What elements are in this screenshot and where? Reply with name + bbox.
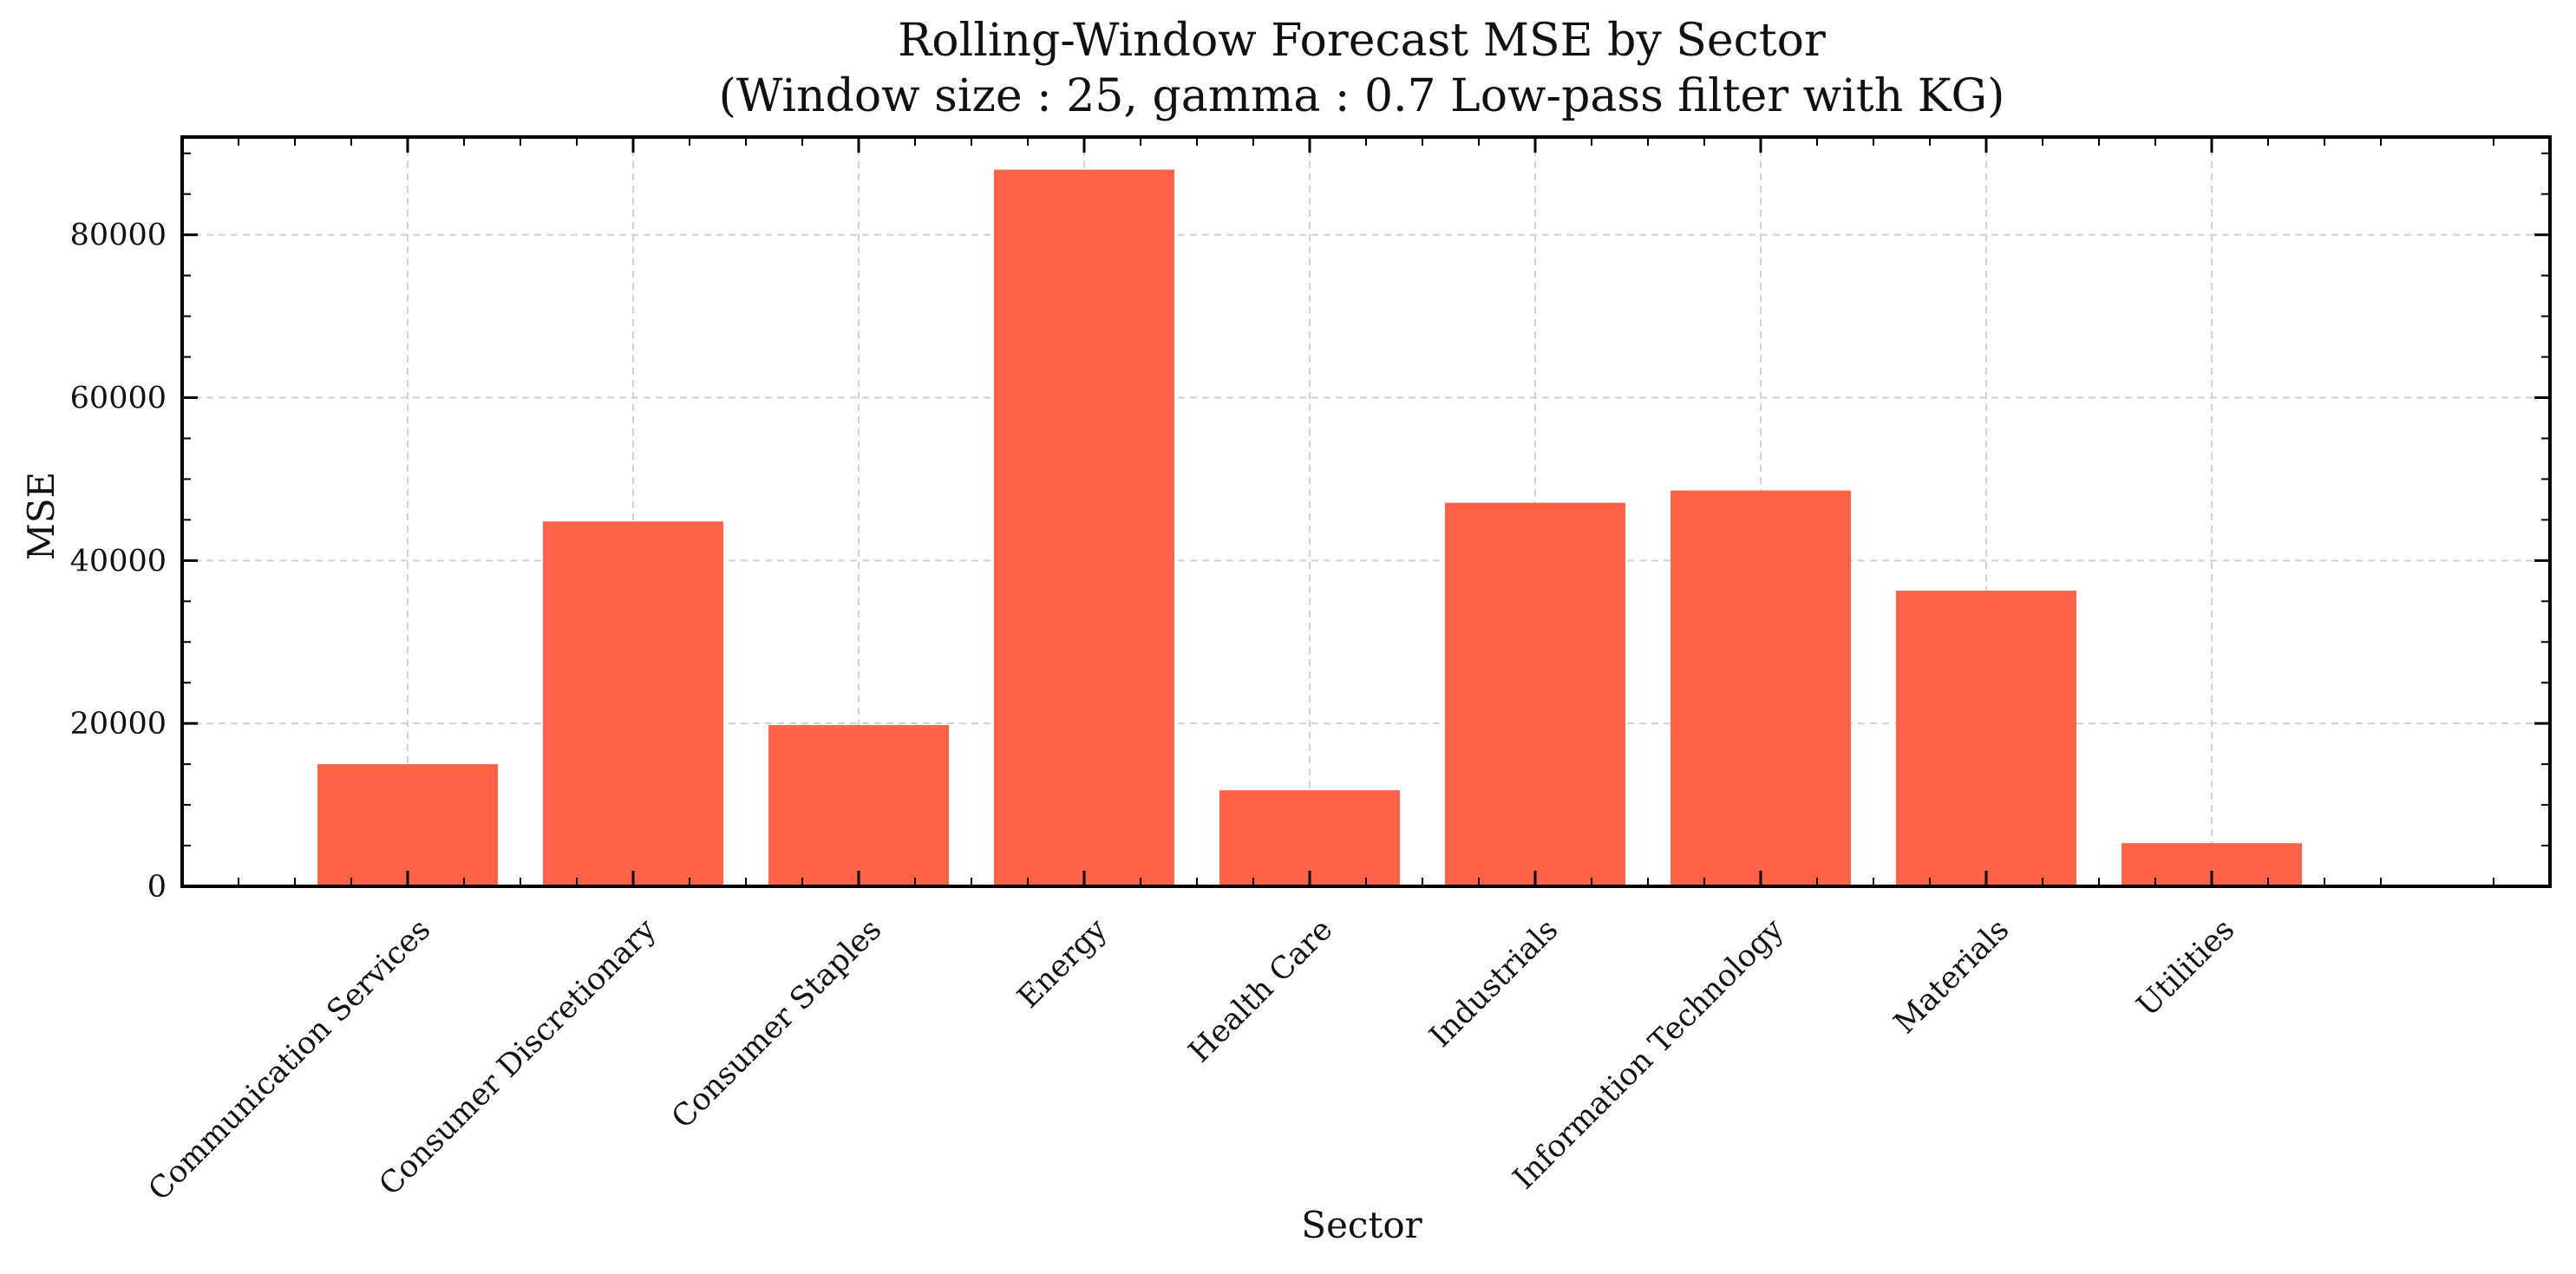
- bar-consumer-discretionary: [543, 521, 723, 886]
- bar-energy: [994, 169, 1174, 887]
- grid-layer: [182, 137, 2550, 887]
- x-tick-label-materials: Materials: [1887, 912, 2016, 1041]
- bar-industrials: [1445, 502, 1625, 886]
- chart-title: Rolling-Window Forecast MSE by Sector: [898, 15, 1826, 67]
- x-tick-label-health-care: Health Care: [1182, 912, 1339, 1069]
- bar-layer: [317, 169, 2302, 887]
- x-tick-label-consumer-staples: Consumer Staples: [665, 912, 888, 1135]
- x-tick-label-information-technology: Information Technology: [1507, 912, 1790, 1196]
- y-tick-label: 40000: [70, 544, 167, 578]
- x-tick-label-energy: Energy: [1011, 912, 1115, 1016]
- chart-subtitle: (Window size : 25, gamma : 0.7 Low-pass …: [719, 70, 2005, 122]
- x-tick-label-utilities: Utilities: [2130, 912, 2241, 1023]
- bar-communication-services: [317, 764, 498, 886]
- y-tick-label: 60000: [70, 382, 167, 416]
- bar-health-care: [1219, 790, 1400, 886]
- bar-materials: [1896, 591, 2076, 886]
- plot-frame: [180, 135, 2552, 888]
- y-axis-label: MSE: [20, 472, 62, 560]
- y-tick-label: 20000: [70, 707, 167, 742]
- x-tick-label-industrials: Industrials: [1423, 912, 1566, 1055]
- bar-consumer-staples: [768, 725, 949, 886]
- axis-layer: [180, 135, 2552, 888]
- x-axis-label: Sector: [1301, 1204, 1422, 1246]
- y-tick-label: 80000: [70, 219, 167, 253]
- bar-information-technology: [1670, 490, 1851, 886]
- y-tick-label: 0: [147, 870, 167, 905]
